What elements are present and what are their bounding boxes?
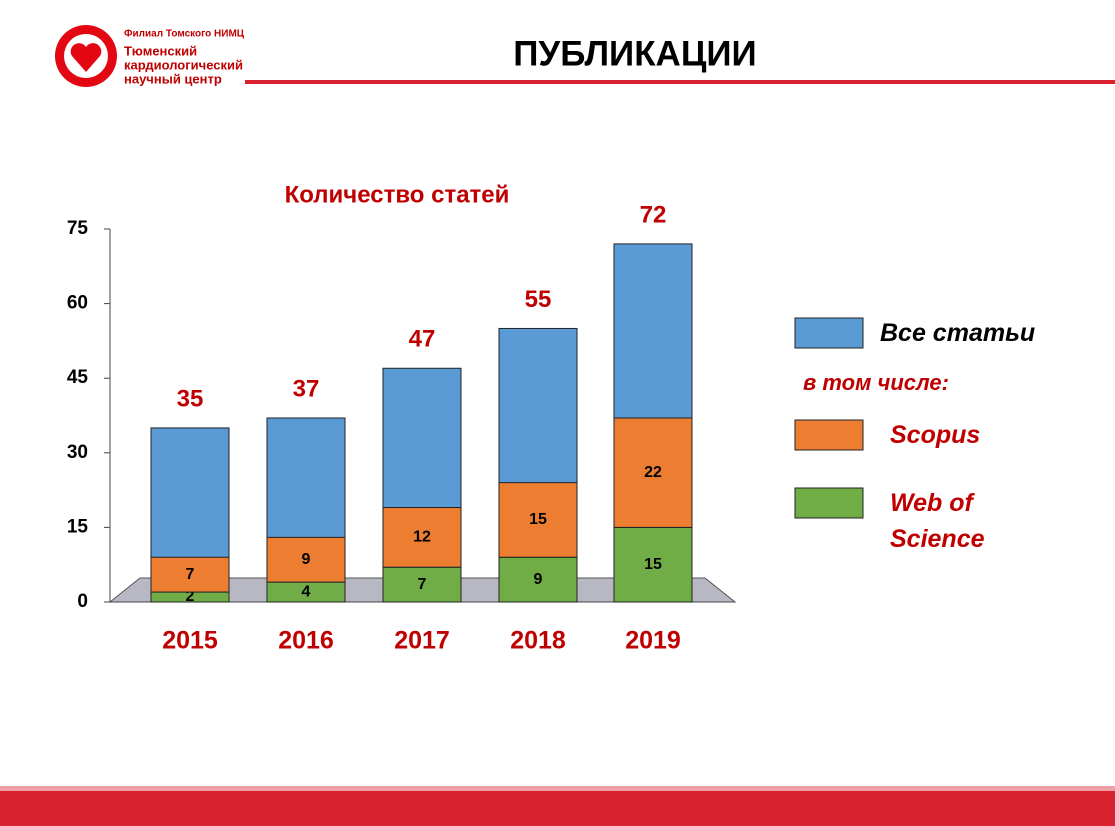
legend-label: Все статьи bbox=[880, 319, 1036, 347]
legend-swatch bbox=[794, 419, 864, 451]
y-tick-label: 45 bbox=[67, 367, 89, 388]
total-label: 37 bbox=[293, 375, 320, 402]
legend-swatch bbox=[794, 487, 864, 519]
total-label: 47 bbox=[409, 326, 436, 353]
value-label: 15 bbox=[644, 556, 662, 573]
value-label: 7 bbox=[418, 576, 427, 593]
bar bbox=[498, 482, 578, 558]
org-line: кардиологический bbox=[124, 57, 243, 72]
total-label: 55 bbox=[525, 286, 552, 313]
x-tick-label: 2017 bbox=[394, 627, 450, 655]
header-rule bbox=[245, 80, 1115, 84]
total-label: 72 bbox=[640, 201, 667, 228]
total-label: 35 bbox=[177, 385, 204, 412]
footer-band-light bbox=[0, 786, 1115, 791]
y-tick-label: 30 bbox=[67, 442, 88, 463]
value-label: 4 bbox=[302, 583, 311, 600]
legend-note: в том числе: bbox=[803, 370, 949, 395]
bar bbox=[150, 556, 230, 593]
chart-title: Количество статей bbox=[285, 181, 510, 208]
x-tick-label: 2019 bbox=[625, 627, 681, 655]
legend-label: Scopus bbox=[890, 421, 981, 449]
bar bbox=[613, 526, 693, 603]
logo-heart bbox=[70, 43, 102, 72]
bar bbox=[382, 566, 462, 603]
value-label: 2 bbox=[186, 588, 195, 605]
y-tick-label: 75 bbox=[67, 218, 89, 239]
y-tick-label: 0 bbox=[77, 591, 88, 612]
bar bbox=[498, 556, 578, 603]
legend-swatch bbox=[794, 317, 864, 349]
x-tick-label: 2016 bbox=[278, 627, 334, 655]
legend-label: Web of Science bbox=[890, 489, 985, 553]
value-label: 15 bbox=[529, 511, 547, 528]
x-tick-label: 2018 bbox=[510, 627, 566, 655]
org-line: Филиал Томского НИМЦ bbox=[124, 29, 245, 40]
org-line: Тюменский bbox=[124, 43, 197, 58]
value-label: 7 bbox=[186, 566, 195, 583]
bar bbox=[382, 507, 462, 568]
value-label: 9 bbox=[534, 571, 543, 588]
footer-band bbox=[0, 790, 1115, 826]
value-label: 9 bbox=[302, 551, 311, 568]
bar bbox=[613, 417, 693, 528]
slide-title: ПУБЛИКАЦИИ bbox=[513, 34, 756, 73]
y-tick-label: 60 bbox=[67, 293, 88, 314]
x-tick-label: 2015 bbox=[162, 627, 218, 655]
value-label: 22 bbox=[644, 464, 662, 481]
y-tick-label: 15 bbox=[67, 516, 89, 537]
bar bbox=[266, 536, 346, 583]
org-line: научный центр bbox=[124, 71, 222, 86]
value-label: 12 bbox=[413, 529, 431, 546]
